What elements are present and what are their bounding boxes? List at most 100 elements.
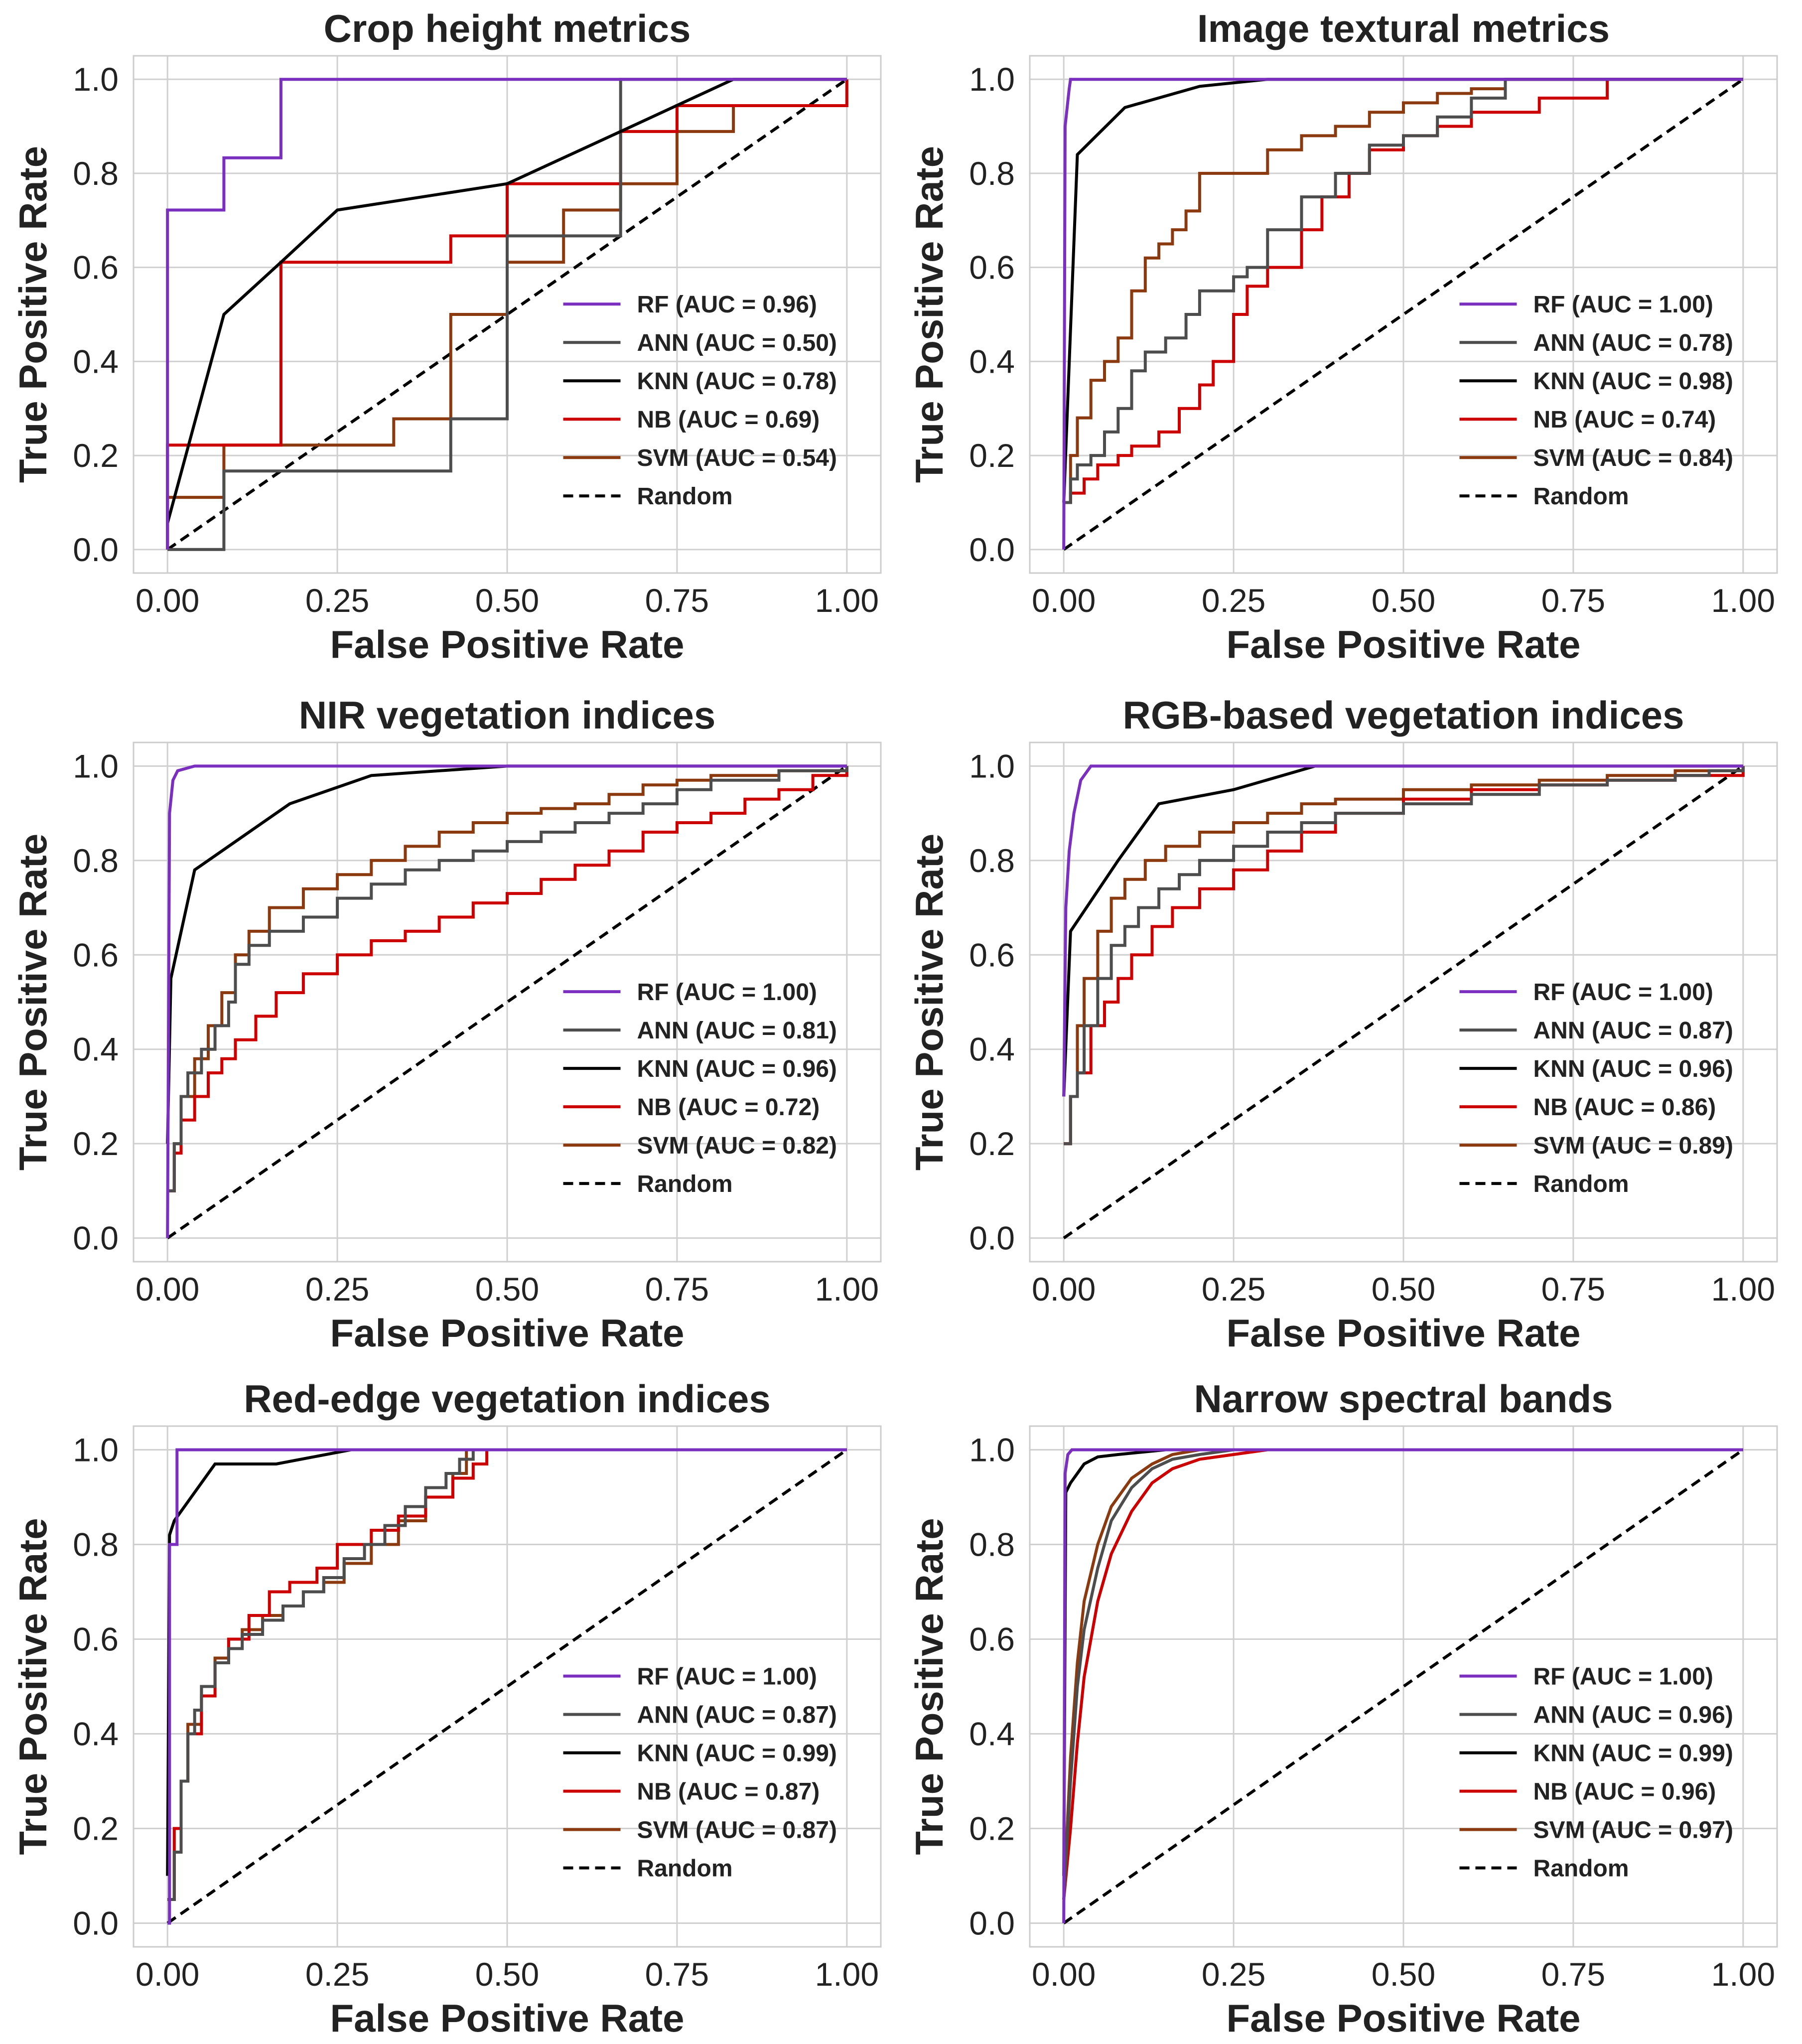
x-tick-label: 0.00 [136, 1271, 199, 1308]
legend-label-ann: ANN (AUC = 0.87) [1533, 1018, 1733, 1044]
x-tick-label: 0.75 [1541, 582, 1605, 619]
x-tick-label: 0.00 [136, 1956, 199, 1993]
legend: RF (AUC = 1.00) ANN (AUC = 0.87) KNN (AUC … [1459, 979, 1733, 1197]
roc-curve-nb [167, 766, 848, 1192]
y-axis-label: True Positive Rate [11, 834, 55, 1170]
y-tick-label: 0.8 [73, 155, 119, 192]
plot-frame [1029, 1425, 1778, 1948]
legend: RF (AUC = 0.96) ANN (AUC = 0.50) KNN (AUC … [563, 292, 837, 510]
roc-curve-ann [1064, 766, 1745, 1146]
x-tick-label: 0.50 [475, 1956, 539, 1993]
y-tick-label: 0.4 [969, 1031, 1015, 1068]
legend-label-ann: ANN (AUC = 0.81) [637, 1018, 837, 1044]
y-tick-label: 0.6 [73, 249, 119, 286]
plot-frame [133, 1425, 882, 1948]
x-tick-label: 0.50 [475, 1271, 539, 1308]
y-tick-label: 0.4 [73, 1716, 119, 1752]
x-tick-label: 1.00 [815, 1271, 879, 1308]
x-axis-label: False Positive Rate [330, 622, 685, 666]
y-tick-label: 0.6 [73, 1621, 119, 1658]
legend-label-random: Random [1533, 1171, 1629, 1197]
y-tick-label: 0.2 [969, 1810, 1015, 1847]
roc-curve-svm [1064, 766, 1745, 1146]
y-axis-label: True Positive Rate [907, 834, 951, 1170]
legend-label-knn: KNN (AUC = 0.98) [1533, 368, 1733, 395]
x-axis-label: False Positive Rate [1227, 1996, 1581, 2040]
curves [166, 1448, 848, 1925]
legend-label-knn: KNN (AUC = 0.96) [637, 1056, 837, 1082]
chart-title: Red-edge vegetation indices [244, 1377, 771, 1421]
chart-title: Crop height metrics [324, 6, 691, 50]
roc-panel-6: 0.00 0.25 0.50 0.75 1.00 0.0 0.2 0.4 0.6 0.8 1.0 Na… [907, 1377, 1778, 2040]
x-axis-label: False Positive Rate [330, 1311, 685, 1355]
legend-label-knn: KNN (AUC = 0.99) [637, 1741, 837, 1767]
x-tick-label: 0.00 [1032, 1956, 1096, 1993]
x-tick-label: 0.25 [1202, 1956, 1265, 1993]
y-tick-label: 0.2 [73, 1810, 119, 1847]
roc-curve-ann [167, 766, 848, 1192]
legend-label-random: Random [1533, 1856, 1629, 1882]
y-tick-label: 1.0 [73, 747, 119, 784]
y-tick-label: 0.8 [969, 155, 1015, 192]
legend-label-knn: KNN (AUC = 0.96) [1533, 1056, 1733, 1082]
legend-label-rf: RF (AUC = 1.00) [1533, 979, 1713, 1006]
x-tick-label: 1.00 [1711, 1271, 1775, 1308]
roc-curve-rf [167, 1448, 847, 1925]
x-tick-label: 0.50 [1372, 1271, 1435, 1308]
y-tick-label: 0.6 [969, 249, 1015, 286]
roc-curve-random [166, 78, 848, 551]
roc-panel-1: 0.00 0.25 0.50 0.75 1.00 0.0 0.2 0.4 0.6 0.8 1.0 Cr… [11, 6, 882, 666]
chart-title: RGB-based vegetation indices [1123, 693, 1684, 737]
roc-panel-2: 0.00 0.25 0.50 0.75 1.00 0.0 0.2 0.4 0.6 0.8 1.0 Im… [907, 6, 1778, 666]
chart-title: Narrow spectral bands [1194, 1377, 1613, 1421]
x-tick-label: 0.75 [1541, 1271, 1605, 1308]
y-axis-label: True Positive Rate [11, 1518, 55, 1855]
y-tick-label: 0.8 [73, 1526, 119, 1563]
roc-curve-nb [166, 79, 848, 550]
x-tick-label: 1.00 [1711, 1956, 1775, 1993]
x-tick-label: 1.00 [815, 582, 879, 619]
y-tick-label: 1.0 [73, 61, 119, 98]
x-tick-label: 0.75 [1541, 1956, 1605, 1993]
y-tick-label: 1.0 [969, 1432, 1015, 1468]
y-tick-label: 0.2 [73, 437, 119, 474]
x-tick-label: 0.50 [475, 582, 539, 619]
x-tick-label: 0.75 [645, 582, 709, 619]
legend-label-svm: SVM (AUC = 0.87) [637, 1817, 837, 1844]
roc-curve-knn [166, 78, 847, 524]
curves [1062, 78, 1744, 551]
legend-label-nb: NB (AUC = 0.96) [1533, 1779, 1716, 1805]
legend-label-random: Random [1533, 483, 1629, 510]
legend-label-nb: NB (AUC = 0.86) [1533, 1094, 1716, 1121]
legend-label-svm: SVM (AUC = 0.84) [1533, 445, 1733, 471]
roc-panel-3: 0.00 0.25 0.50 0.75 1.00 0.0 0.2 0.4 0.6 0.8 1.0 NI… [11, 693, 882, 1355]
y-tick-label: 0.4 [969, 1716, 1015, 1752]
y-tick-label: 0.4 [73, 343, 119, 380]
y-tick-label: 0.0 [73, 1905, 119, 1942]
legend: RF (AUC = 1.00) ANN (AUC = 0.87) KNN (AUC … [563, 1664, 837, 1882]
y-axis-label: True Positive Rate [907, 1518, 951, 1855]
legend-label-nb: NB (AUC = 0.69) [637, 407, 820, 433]
legend-label-rf: RF (AUC = 0.96) [637, 292, 817, 318]
x-axis-label: False Positive Rate [1227, 622, 1581, 666]
legend: RF (AUC = 1.00) ANN (AUC = 0.81) KNN (AUC … [563, 979, 837, 1197]
x-tick-label: 0.25 [305, 1271, 369, 1308]
y-tick-label: 1.0 [969, 747, 1015, 784]
y-tick-label: 0.2 [73, 1125, 119, 1162]
roc-curve-rf [166, 764, 847, 1238]
x-axis-label: False Positive Rate [1227, 1311, 1581, 1355]
plot-frame [133, 741, 882, 1263]
roc-panel-5: 0.00 0.25 0.50 0.75 1.00 0.0 0.2 0.4 0.6 0.8 1.0 Re… [11, 1377, 882, 2040]
x-tick-label: 0.75 [645, 1271, 709, 1308]
y-tick-label: 0.0 [969, 1220, 1015, 1257]
x-tick-label: 0.50 [1372, 582, 1435, 619]
y-tick-label: 0.0 [73, 1220, 119, 1257]
x-tick-label: 0.00 [136, 582, 199, 619]
legend-label-ann: ANN (AUC = 0.50) [637, 330, 837, 356]
legend-label-nb: NB (AUC = 0.74) [1533, 407, 1716, 433]
y-tick-label: 0.8 [73, 842, 119, 879]
legend-label-ann: ANN (AUC = 0.96) [1533, 1702, 1733, 1729]
legend-label-svm: SVM (AUC = 0.54) [637, 445, 837, 471]
roc-curve-rf [1062, 1448, 1743, 1923]
